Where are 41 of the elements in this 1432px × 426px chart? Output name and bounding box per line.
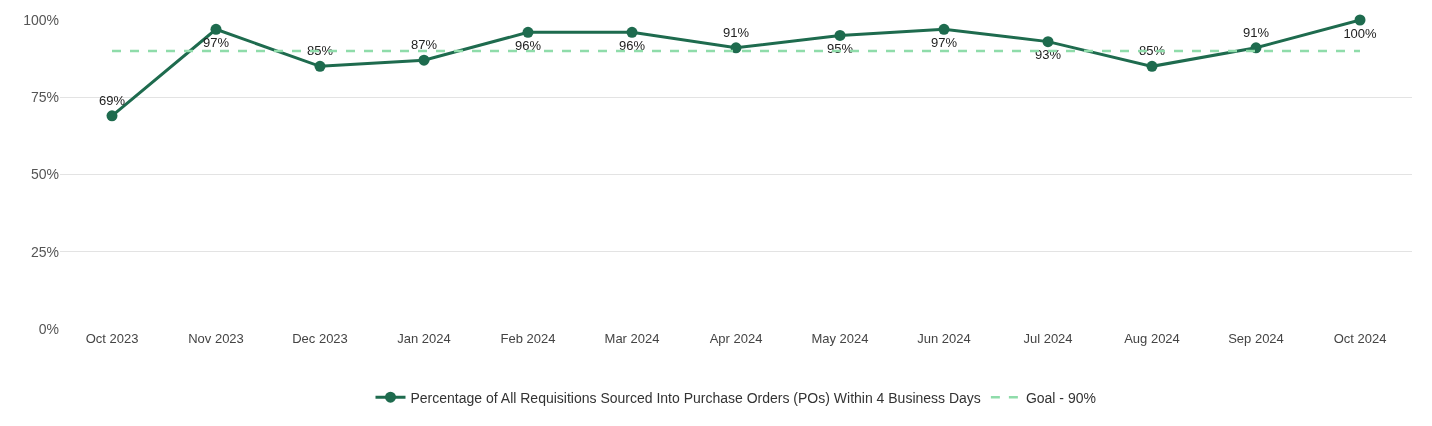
- y-tick-label: 75%: [30, 89, 59, 106]
- data-label: 87%: [410, 37, 438, 53]
- x-tick-label: Aug 2024: [1124, 331, 1180, 346]
- point: [522, 26, 534, 38]
- point: [210, 23, 222, 35]
- x-tick-label: Sep 2024: [1228, 331, 1284, 346]
- x-tick-label: Oct 2023: [85, 331, 139, 346]
- x-tick-label: Nov 2023: [188, 331, 244, 346]
- data-label: 100%: [1343, 25, 1378, 41]
- x-tick-label: Mar 2024: [604, 331, 660, 346]
- y-tick-label: 100%: [23, 11, 59, 28]
- data-label: 91%: [1242, 24, 1270, 40]
- data-label: 69%: [98, 92, 126, 108]
- point: [1354, 14, 1366, 26]
- x-tick-label: Oct 2024: [1333, 331, 1387, 346]
- x-tick-label: Feb 2024: [500, 331, 556, 346]
- x-tick-label: Jul 2024: [1023, 331, 1073, 346]
- legend-label: Goal - 90%: [1025, 389, 1096, 406]
- point: [418, 54, 430, 66]
- x-tick-label: Jan 2024: [397, 331, 451, 346]
- point: [1042, 36, 1054, 48]
- data-label: 91%: [722, 24, 750, 40]
- x-tick-label: Apr 2024: [709, 331, 763, 346]
- y-tick-label: 50%: [30, 166, 59, 183]
- legend-label: Percentage of All Requisitions Sourced Into Purchase Orders (POs) Within 4 Business Days: [410, 389, 981, 406]
- point: [626, 26, 638, 38]
- point: [1146, 60, 1158, 72]
- y-tick-label: 25%: [30, 243, 59, 260]
- x-tick-label: Dec 2023: [292, 331, 348, 346]
- y-tick-label: 0%: [38, 320, 59, 337]
- x-tick-label: Jun 2024: [917, 331, 971, 346]
- data-label: 96%: [618, 37, 646, 53]
- point: [938, 23, 950, 35]
- data-label: 96%: [514, 37, 542, 53]
- data-label: 97%: [202, 34, 230, 50]
- point: [834, 29, 846, 41]
- point: [106, 110, 118, 122]
- point: [314, 60, 326, 72]
- data-label: 97%: [930, 34, 958, 50]
- x-tick-label: May 2024: [811, 331, 869, 346]
- point: [730, 42, 742, 54]
